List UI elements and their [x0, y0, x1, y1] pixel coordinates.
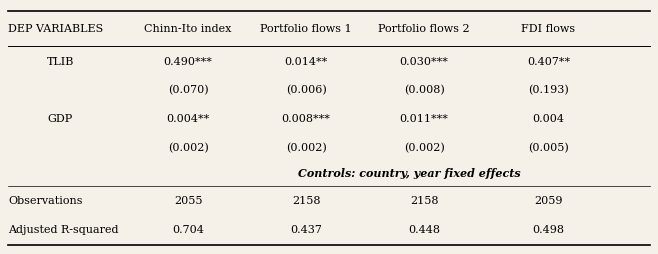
Text: 2158: 2158 — [291, 196, 320, 206]
Text: Observations: Observations — [8, 196, 82, 206]
Text: Controls: country, year fixed effects: Controls: country, year fixed effects — [298, 168, 520, 179]
Text: (0.005): (0.005) — [528, 142, 569, 153]
Text: 0.498: 0.498 — [532, 225, 565, 235]
Text: Portfolio flows 1: Portfolio flows 1 — [261, 24, 352, 34]
Text: (0.006): (0.006) — [286, 85, 326, 95]
Text: 0.437: 0.437 — [290, 225, 322, 235]
Text: (0.008): (0.008) — [403, 85, 444, 95]
Text: 0.030***: 0.030*** — [399, 56, 449, 67]
Text: GDP: GDP — [47, 114, 72, 124]
Text: Portfolio flows 2: Portfolio flows 2 — [378, 24, 470, 34]
Text: Chinn-Ito index: Chinn-Ito index — [145, 24, 232, 34]
Text: 2158: 2158 — [410, 196, 438, 206]
Text: 0.490***: 0.490*** — [164, 56, 213, 67]
Text: 0.014**: 0.014** — [284, 56, 328, 67]
Text: (0.002): (0.002) — [403, 142, 444, 153]
Text: 0.008***: 0.008*** — [282, 114, 330, 124]
Text: FDI flows: FDI flows — [521, 24, 576, 34]
Text: (0.070): (0.070) — [168, 85, 209, 95]
Text: 0.448: 0.448 — [408, 225, 440, 235]
Text: 0.407**: 0.407** — [527, 56, 570, 67]
Text: 0.011***: 0.011*** — [399, 114, 449, 124]
Text: 0.704: 0.704 — [172, 225, 204, 235]
Text: DEP VARIABLES: DEP VARIABLES — [8, 24, 103, 34]
Text: 0.004**: 0.004** — [166, 114, 210, 124]
Text: 2059: 2059 — [534, 196, 563, 206]
Text: 2055: 2055 — [174, 196, 203, 206]
Text: 0.004: 0.004 — [532, 114, 565, 124]
Text: Adjusted R-squared: Adjusted R-squared — [8, 225, 118, 235]
Text: (0.193): (0.193) — [528, 85, 569, 95]
Text: (0.002): (0.002) — [286, 142, 326, 153]
Text: (0.002): (0.002) — [168, 142, 209, 153]
Text: TLIB: TLIB — [47, 56, 74, 67]
